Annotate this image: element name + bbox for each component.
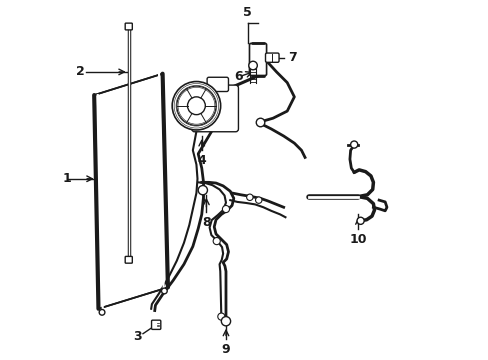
Text: 1: 1 — [62, 172, 71, 185]
Circle shape — [177, 86, 216, 125]
Text: 9: 9 — [221, 343, 230, 356]
FancyBboxPatch shape — [151, 320, 161, 329]
Circle shape — [246, 194, 252, 201]
Text: 4: 4 — [197, 154, 206, 167]
Circle shape — [256, 118, 264, 127]
Circle shape — [198, 185, 207, 195]
FancyBboxPatch shape — [265, 53, 279, 62]
Circle shape — [350, 141, 357, 148]
Text: 6: 6 — [233, 70, 242, 83]
Circle shape — [248, 61, 257, 70]
FancyBboxPatch shape — [207, 77, 228, 91]
Circle shape — [217, 313, 224, 320]
Circle shape — [221, 316, 230, 326]
Text: 5: 5 — [243, 6, 251, 19]
Circle shape — [356, 217, 364, 224]
FancyBboxPatch shape — [125, 23, 132, 30]
Text: 8: 8 — [202, 216, 210, 229]
Circle shape — [161, 288, 167, 294]
Text: 7: 7 — [287, 51, 296, 64]
Text: 2: 2 — [76, 66, 85, 78]
FancyBboxPatch shape — [249, 44, 266, 76]
Circle shape — [99, 310, 105, 315]
FancyBboxPatch shape — [191, 85, 238, 132]
FancyBboxPatch shape — [125, 256, 132, 263]
Circle shape — [172, 81, 220, 130]
Circle shape — [187, 97, 205, 115]
Text: 10: 10 — [349, 233, 366, 246]
PathPatch shape — [94, 74, 167, 309]
Circle shape — [255, 197, 262, 203]
Circle shape — [213, 238, 220, 245]
Polygon shape — [94, 74, 167, 309]
Text: 3: 3 — [133, 330, 142, 343]
Circle shape — [222, 206, 229, 213]
